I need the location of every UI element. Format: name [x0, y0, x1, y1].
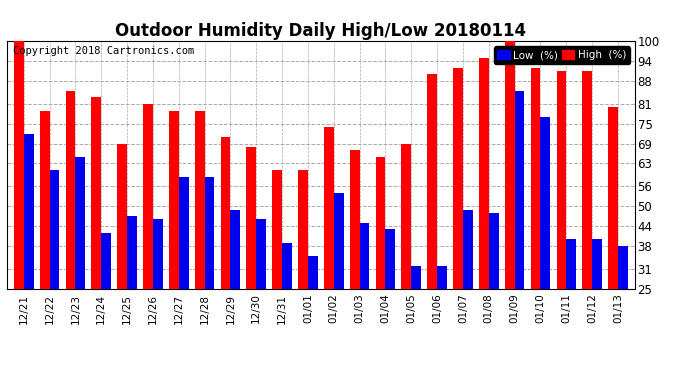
Bar: [386, 230, 395, 289]
Bar: [427, 74, 437, 289]
Bar: [40, 111, 50, 289]
Bar: [437, 266, 447, 289]
Bar: [350, 150, 359, 289]
Bar: [515, 91, 524, 289]
Bar: [463, 210, 473, 289]
Bar: [101, 232, 111, 289]
Bar: [127, 216, 137, 289]
Bar: [608, 107, 618, 289]
Bar: [453, 68, 463, 289]
Bar: [566, 239, 576, 289]
Bar: [23, 134, 34, 289]
Text: Copyright 2018 Cartronics.com: Copyright 2018 Cartronics.com: [13, 46, 195, 56]
Bar: [256, 219, 266, 289]
Bar: [324, 127, 334, 289]
Bar: [230, 210, 240, 289]
Bar: [195, 111, 204, 289]
Bar: [221, 137, 230, 289]
Bar: [540, 117, 551, 289]
Bar: [402, 144, 411, 289]
Bar: [479, 58, 489, 289]
Bar: [298, 170, 308, 289]
Bar: [246, 147, 256, 289]
Bar: [153, 219, 163, 289]
Bar: [117, 144, 127, 289]
Bar: [282, 243, 292, 289]
Bar: [91, 98, 101, 289]
Bar: [308, 256, 318, 289]
Bar: [204, 177, 215, 289]
Bar: [359, 223, 369, 289]
Bar: [592, 239, 602, 289]
Bar: [179, 177, 188, 289]
Bar: [334, 193, 344, 289]
Bar: [143, 104, 153, 289]
Bar: [66, 91, 75, 289]
Bar: [411, 266, 421, 289]
Bar: [75, 157, 85, 289]
Bar: [557, 71, 566, 289]
Title: Outdoor Humidity Daily High/Low 20180114: Outdoor Humidity Daily High/Low 20180114: [115, 22, 526, 40]
Bar: [169, 111, 179, 289]
Bar: [375, 157, 386, 289]
Bar: [50, 170, 59, 289]
Bar: [618, 246, 628, 289]
Bar: [582, 71, 592, 289]
Bar: [273, 170, 282, 289]
Bar: [489, 213, 499, 289]
Bar: [14, 41, 23, 289]
Legend: Low  (%), High  (%): Low (%), High (%): [493, 46, 629, 64]
Bar: [531, 68, 540, 289]
Bar: [505, 41, 515, 289]
